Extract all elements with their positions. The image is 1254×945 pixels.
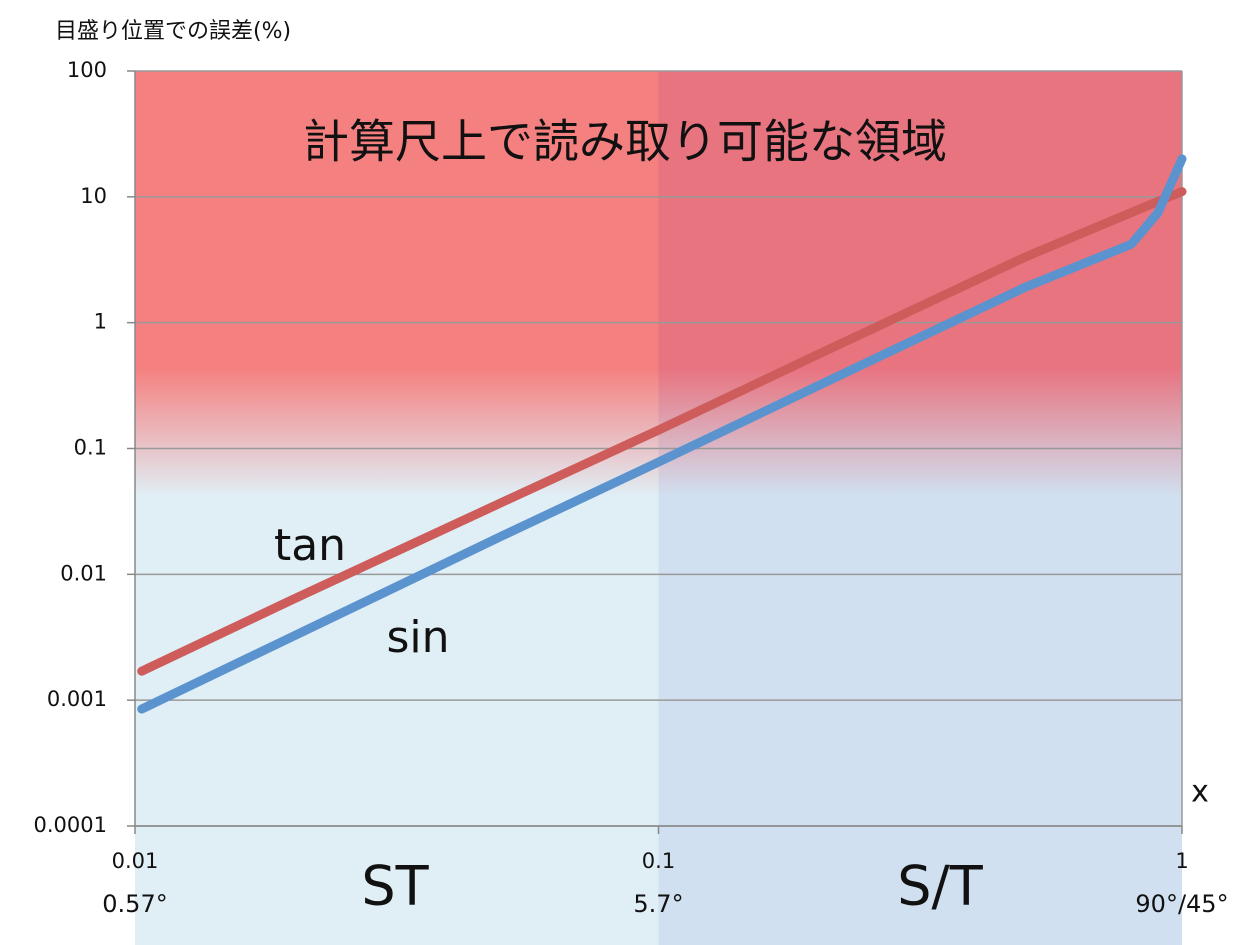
x-tick-angle: 0.57° bbox=[102, 890, 167, 918]
y-tick-label: 0.01 bbox=[60, 561, 107, 585]
region-label: S/T bbox=[897, 855, 983, 918]
y-tick-label: 1 bbox=[94, 310, 107, 334]
x-tick-label: 0.1 bbox=[642, 849, 675, 873]
region-label: ST bbox=[361, 855, 429, 918]
readable-left bbox=[135, 71, 659, 496]
y-tick-label: 0.001 bbox=[47, 687, 107, 711]
grid: 0.0001 0.001 0.01 0.1 1 10 100 0.01 0.57° 0.1 5.7°… bbox=[34, 58, 1229, 918]
series-label: tan bbox=[274, 520, 346, 571]
series-label: sin bbox=[386, 612, 449, 663]
x-tick-angle: 5.7° bbox=[633, 890, 683, 918]
y-tick-label: 0.1 bbox=[74, 436, 107, 460]
x-axis-title: x bbox=[1191, 775, 1209, 810]
y-tick-label: 10 bbox=[80, 184, 107, 208]
series-line bbox=[137, 187, 1187, 676]
series-line bbox=[137, 154, 1187, 714]
y-tick-label: 0.0001 bbox=[34, 813, 107, 837]
y-axis-title: 目盛り位置での誤差(%) bbox=[55, 19, 291, 44]
x-tick-angle: 90°/45° bbox=[1135, 890, 1228, 918]
lines bbox=[137, 154, 1187, 714]
background bbox=[135, 71, 1182, 945]
y-tick-label: 100 bbox=[67, 58, 107, 82]
x-tick-label: 0.01 bbox=[112, 849, 159, 873]
annotation: 計算尺上で読み取り可能な領域 bbox=[303, 115, 947, 169]
x-tick-label: 1 bbox=[1175, 849, 1188, 873]
